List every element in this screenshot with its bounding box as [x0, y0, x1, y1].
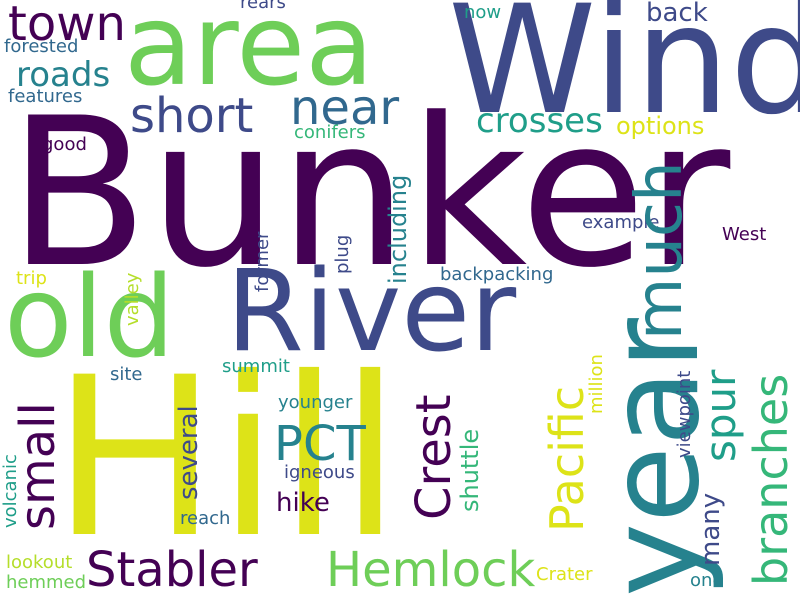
word-pacific: Pacific	[540, 385, 594, 532]
word-plug: plug	[332, 234, 353, 274]
word-wind: Wind	[448, 0, 800, 148]
word-viewpoint: viewpoint	[674, 370, 695, 458]
word-valley: valley	[122, 272, 143, 326]
word-west: West	[722, 224, 767, 245]
word-forested: forested	[4, 36, 79, 57]
word-volcanic: volcanic	[0, 454, 21, 528]
word-options: options	[616, 112, 705, 140]
word-hill: Hill	[52, 330, 401, 586]
word-much: much	[623, 161, 697, 340]
word-former: former	[252, 231, 273, 292]
word-one: one	[690, 570, 724, 591]
word-million: million	[586, 354, 607, 414]
word-crater: Crater	[536, 564, 593, 585]
word-good: good	[42, 134, 87, 155]
word-shuttle: shuttle	[456, 428, 484, 512]
word-example: example	[582, 212, 660, 233]
word-hemlock: Hemlock	[326, 542, 536, 598]
word-branches: branches	[744, 373, 798, 586]
word-pct: PCT	[274, 416, 366, 472]
word-features: features	[8, 86, 83, 107]
word-summit: summit	[222, 356, 290, 377]
word-roads: roads	[16, 55, 111, 95]
word-hemmed: hemmed	[6, 572, 87, 593]
word-younger: younger	[278, 392, 353, 413]
word-conifers: conifers	[294, 122, 366, 143]
word-bunker: Bunker	[8, 75, 731, 313]
word-including: including	[384, 174, 412, 284]
word-hike: hike	[276, 488, 330, 518]
word-area: area	[124, 0, 374, 111]
word-short: short	[130, 88, 254, 144]
word-old: old	[4, 253, 175, 383]
word-many: many	[696, 492, 726, 566]
word-lookout: lookout	[6, 552, 73, 573]
word-stabler: Stabler	[86, 542, 258, 598]
word-crest: Crest	[406, 394, 462, 520]
word-reach: reach	[180, 508, 231, 529]
word-town: town	[8, 0, 126, 52]
word-rears: rears	[240, 0, 286, 13]
word-backpacking: backpacking	[440, 264, 554, 285]
word-small: small	[10, 402, 66, 530]
word-several: several	[174, 405, 204, 500]
word-near: near	[290, 80, 400, 136]
word-trip: trip	[16, 268, 47, 289]
word-back: back	[646, 0, 708, 28]
word-crosses: crosses	[476, 101, 603, 141]
word-now: now	[464, 2, 502, 23]
word-spur: spur	[696, 369, 745, 462]
word-site: site	[110, 364, 143, 385]
word-river: River	[226, 247, 517, 377]
word-igneous: igneous	[284, 462, 355, 483]
